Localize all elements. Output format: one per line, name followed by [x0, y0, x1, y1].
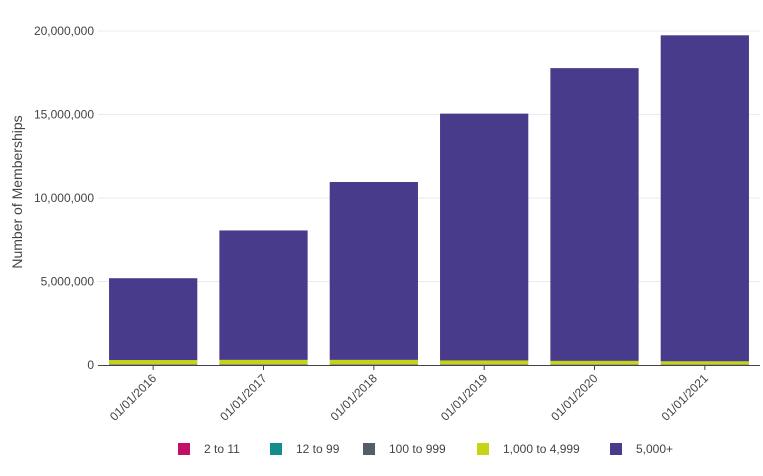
legend-label: 5,000+: [636, 442, 673, 456]
bar-segment[interactable]: [550, 360, 639, 365]
legend[interactable]: 2 to 11 12 to 99 100 to 999 1,000 to 4,999 5…: [178, 442, 673, 456]
y-axis-title: Number of Memberships: [9, 115, 25, 268]
y-tick-label: 5,000,000: [41, 275, 95, 289]
x-tick-label: 01/01/2016: [107, 371, 160, 424]
bar-segment[interactable]: [440, 113, 529, 361]
bar-segment[interactable]: [329, 359, 418, 365]
x-tick-label: 01/01/2021: [659, 371, 712, 424]
bar-segment[interactable]: [550, 68, 639, 361]
bar-segment[interactable]: [550, 364, 639, 365]
legend-label: 100 to 999: [389, 442, 446, 456]
legend-item[interactable]: 2 to 11: [178, 442, 240, 456]
legend-swatch: [178, 443, 190, 455]
legend-swatch: [477, 443, 489, 455]
x-tick-label: 01/01/2019: [438, 371, 491, 424]
bar-segment[interactable]: [660, 361, 749, 365]
bar-segment[interactable]: [109, 364, 198, 365]
legend-item[interactable]: 12 to 99: [270, 442, 340, 456]
y-tick-label: 20,000,000: [34, 24, 94, 38]
bar-segment[interactable]: [440, 364, 529, 365]
y-tick-label: 15,000,000: [34, 108, 94, 122]
legend-swatch: [270, 443, 282, 455]
x-tick-label: 01/01/2017: [217, 371, 270, 424]
legend-label: 2 to 11: [204, 442, 240, 456]
legend-label: 1,000 to 4,999: [503, 442, 580, 456]
bar-segment[interactable]: [219, 359, 308, 365]
bar-segment[interactable]: [329, 364, 418, 365]
legend-swatch: [610, 443, 622, 455]
bar-segment[interactable]: [440, 360, 529, 365]
bar-segment[interactable]: [660, 35, 749, 362]
gridlines: [98, 30, 760, 282]
legend-item[interactable]: 5,000+: [610, 442, 673, 456]
y-tick-label: 10,000,000: [34, 191, 94, 205]
bar-segment[interactable]: [219, 364, 308, 365]
bar-segment[interactable]: [329, 182, 418, 360]
x-tick-label: 01/01/2020: [548, 371, 601, 424]
legend-item[interactable]: 100 to 999: [363, 442, 446, 456]
x-tick-label: 01/01/2018: [328, 371, 381, 424]
y-tick-label: 0: [87, 358, 94, 372]
bar-segment[interactable]: [219, 230, 308, 360]
legend-item[interactable]: 1,000 to 4,999: [477, 442, 580, 456]
bar-segment[interactable]: [109, 360, 198, 365]
legend-label: 12 to 99: [296, 442, 340, 456]
bars: [109, 35, 749, 365]
legend-swatch: [363, 443, 375, 455]
bar-segment[interactable]: [109, 278, 198, 361]
